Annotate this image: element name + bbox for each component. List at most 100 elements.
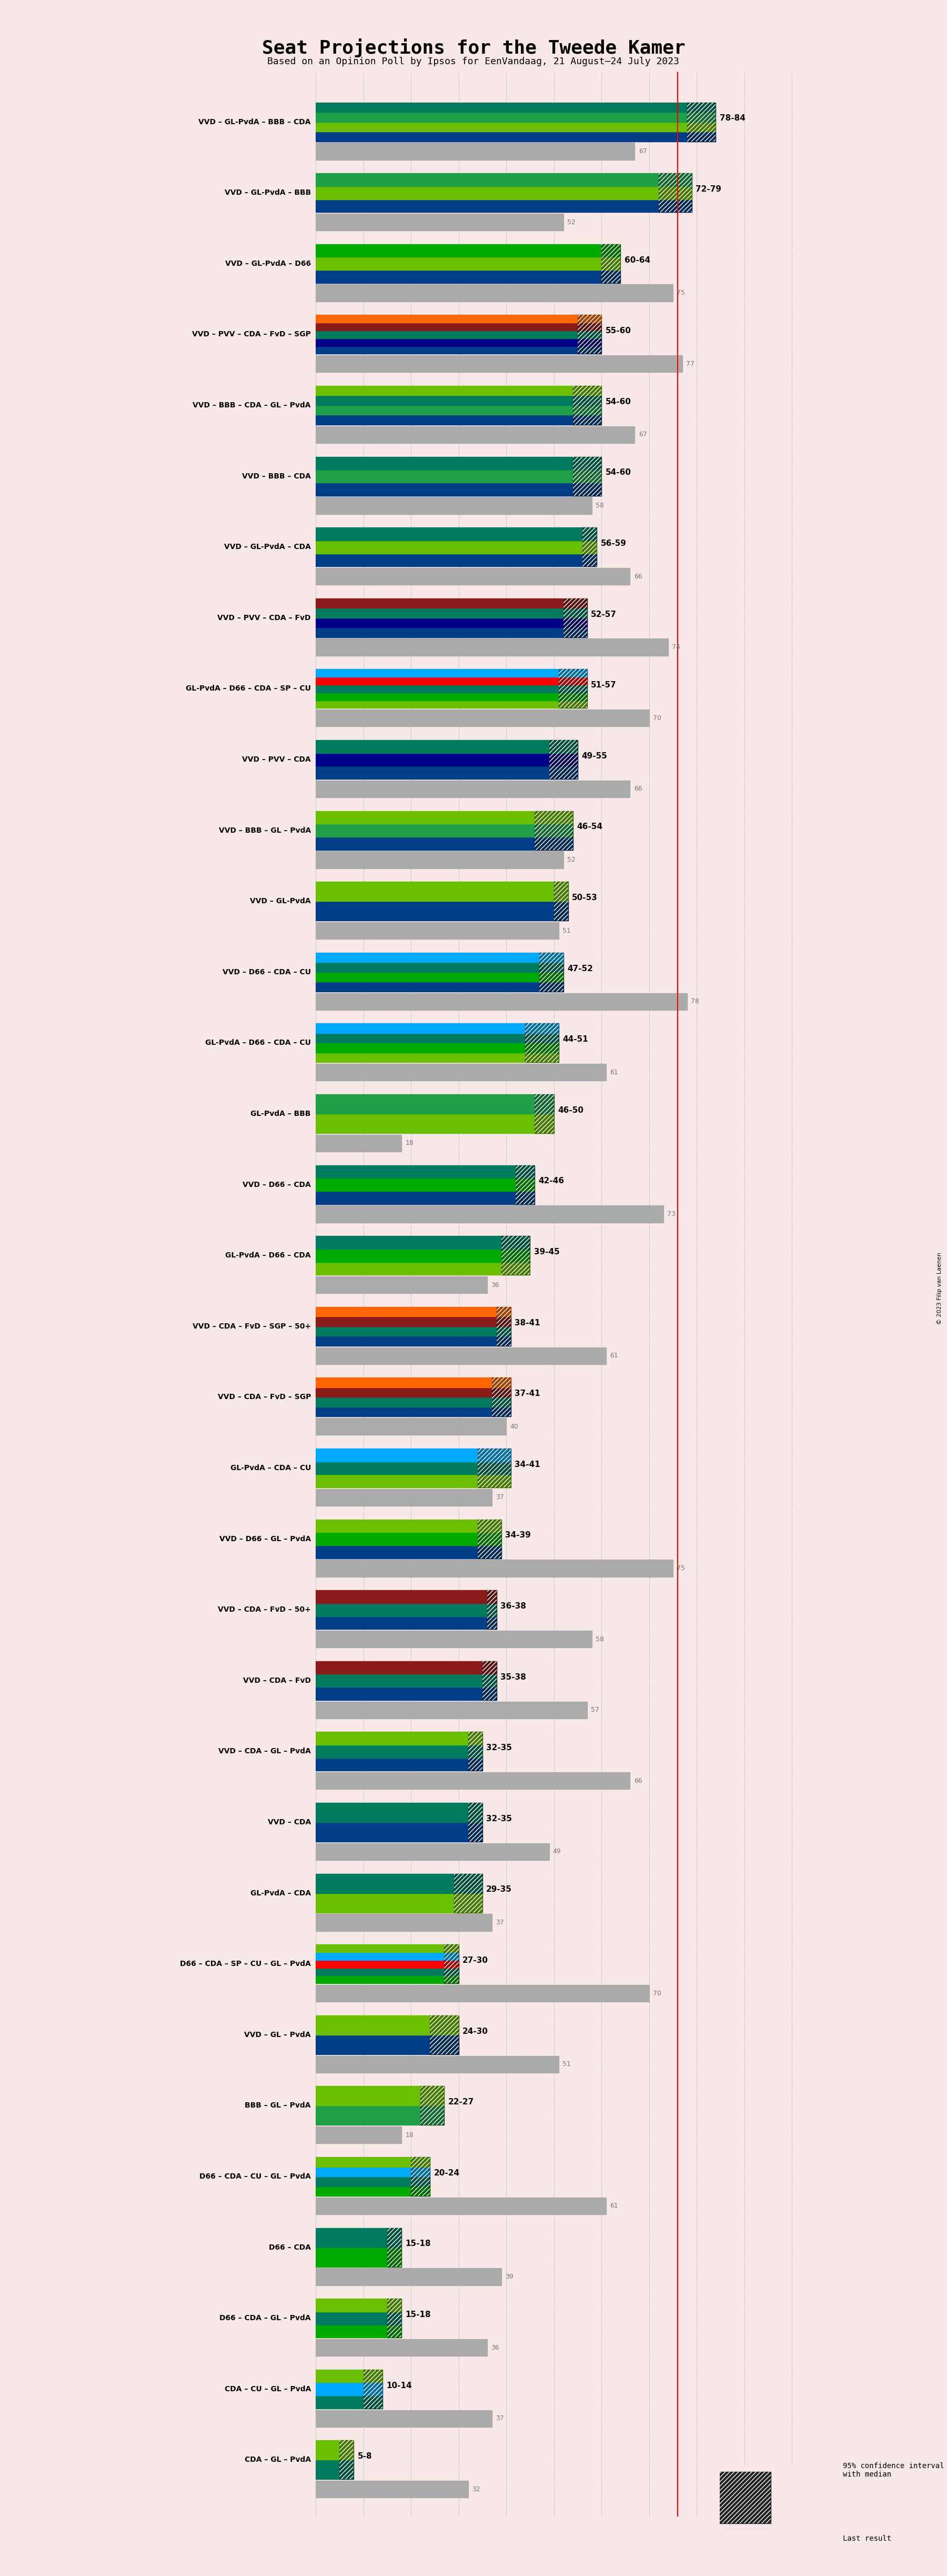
Bar <box>315 1023 559 1033</box>
Bar <box>315 708 649 726</box>
Text: 18: 18 <box>405 1139 414 1146</box>
Bar <box>315 1615 496 1628</box>
Text: D66 – CDA – SP – CU – GL – PvdA: D66 – CDA – SP – CU – GL – PvdA <box>180 1960 311 1968</box>
Bar <box>315 1489 491 1507</box>
Text: 40: 40 <box>510 1422 518 1430</box>
Bar <box>315 415 601 425</box>
Bar <box>526 1023 559 1061</box>
Text: VVD – GL-PvdA – CDA: VVD – GL-PvdA – CDA <box>224 544 311 551</box>
Bar <box>315 902 568 920</box>
Bar <box>315 1316 511 1327</box>
Bar <box>554 881 568 920</box>
Bar <box>315 2481 468 2499</box>
Text: 78-84: 78-84 <box>720 113 745 121</box>
Bar <box>315 608 587 618</box>
Bar <box>315 554 597 567</box>
Bar <box>315 2383 383 2396</box>
Bar <box>501 1236 530 1275</box>
Bar <box>315 1561 673 1577</box>
Bar <box>315 1406 511 1417</box>
Bar <box>364 2370 383 2409</box>
Bar <box>387 2298 402 2336</box>
Bar <box>315 121 716 131</box>
Bar <box>315 1306 511 1316</box>
Text: 36: 36 <box>491 2344 499 2352</box>
Text: 54-60: 54-60 <box>605 469 631 477</box>
Bar <box>315 270 620 283</box>
Bar <box>315 1262 530 1275</box>
Bar <box>315 397 601 404</box>
Bar <box>315 1249 530 1262</box>
Bar <box>315 701 587 708</box>
Bar <box>315 1546 501 1558</box>
Text: VVD – BBB – CDA – GL – PvdA: VVD – BBB – CDA – GL – PvdA <box>193 402 311 410</box>
Bar <box>315 2014 458 2035</box>
Bar <box>468 1803 482 1842</box>
Text: 38-41: 38-41 <box>515 1319 541 1327</box>
Text: 44-51: 44-51 <box>563 1036 588 1043</box>
Bar <box>315 314 601 322</box>
Bar <box>315 2105 444 2125</box>
Text: VVD – PVV – CDA – FvD – SGP: VVD – PVV – CDA – FvD – SGP <box>192 330 311 337</box>
Bar <box>315 214 563 232</box>
Bar <box>315 1589 496 1602</box>
Text: 46-50: 46-50 <box>558 1105 583 1115</box>
Bar <box>315 881 568 902</box>
Bar <box>315 1976 458 1984</box>
Bar <box>315 1206 663 1224</box>
Bar <box>411 2156 430 2195</box>
Text: 29-35: 29-35 <box>486 1886 512 1893</box>
Bar <box>315 618 587 629</box>
Text: VVD – CDA – FvD: VVD – CDA – FvD <box>243 1677 311 1685</box>
Bar <box>315 2197 606 2215</box>
Bar <box>339 2439 354 2478</box>
Bar <box>487 1589 496 1628</box>
Text: 50-53: 50-53 <box>572 894 598 902</box>
Bar <box>315 739 578 752</box>
Text: 20-24: 20-24 <box>434 2169 459 2177</box>
Bar <box>526 1023 559 1061</box>
Bar <box>315 1064 606 1082</box>
Text: 74: 74 <box>672 644 680 652</box>
Text: 18: 18 <box>405 2133 414 2138</box>
Bar <box>535 1095 554 1133</box>
Bar <box>315 1236 530 1249</box>
Text: VVD – CDA – GL – PvdA: VVD – CDA – GL – PvdA <box>219 1747 311 1754</box>
Bar <box>535 811 573 850</box>
Bar <box>315 142 634 160</box>
Bar <box>315 1914 491 1932</box>
Text: VVD – CDA – FvD – 50+: VVD – CDA – FvD – 50+ <box>218 1605 311 1613</box>
Bar <box>315 456 601 469</box>
Bar <box>315 1113 554 1133</box>
Bar <box>315 1602 496 1615</box>
Text: 36-38: 36-38 <box>500 1602 527 1610</box>
Bar <box>315 1960 458 1968</box>
Bar <box>315 971 563 981</box>
Bar <box>315 1378 511 1388</box>
Bar <box>315 2396 383 2409</box>
Bar <box>315 598 587 608</box>
Text: 49: 49 <box>553 1847 562 1855</box>
Text: 47-52: 47-52 <box>567 963 593 974</box>
Bar <box>315 404 601 415</box>
Text: CDA – CU – GL – PvdA: CDA – CU – GL – PvdA <box>224 2385 311 2393</box>
Text: 75: 75 <box>677 1564 685 1571</box>
Text: 66: 66 <box>634 572 642 580</box>
Text: 60-64: 60-64 <box>624 255 651 263</box>
Bar <box>477 1448 511 1486</box>
Bar <box>559 670 587 708</box>
Bar <box>477 1520 501 1558</box>
Bar <box>315 345 601 353</box>
Bar <box>578 314 601 353</box>
Bar <box>720 2530 771 2561</box>
Bar <box>315 1417 506 1435</box>
Bar <box>688 103 716 142</box>
Bar <box>315 639 668 657</box>
Text: 95% confidence interval
with median: 95% confidence interval with median <box>843 2463 944 2478</box>
Bar <box>454 1873 482 1911</box>
Text: Seat Projections for the Tweede Kamer: Seat Projections for the Tweede Kamer <box>261 39 686 57</box>
Bar <box>315 1033 559 1043</box>
Text: D66 – CDA – CU – GL – PvdA: D66 – CDA – CU – GL – PvdA <box>200 2172 311 2179</box>
Bar <box>315 1533 501 1546</box>
Text: Last result: Last result <box>843 2535 891 2543</box>
